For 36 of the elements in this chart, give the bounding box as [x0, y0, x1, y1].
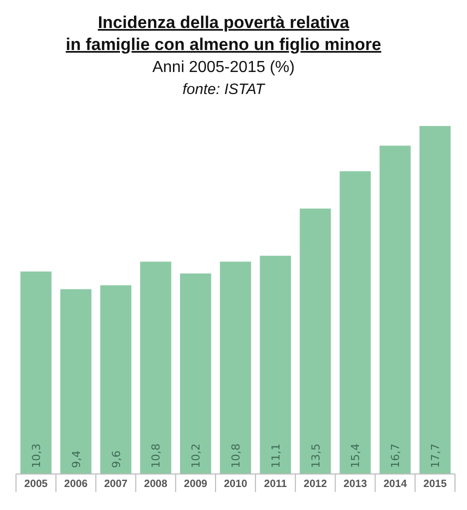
data-label: 10,2: [190, 444, 203, 468]
data-label: 10,8: [150, 444, 163, 468]
x-tick-label: 2009: [184, 478, 208, 490]
data-label: 17,7: [429, 444, 442, 468]
x-tick-label: 2015: [423, 478, 447, 490]
x-tick-label: 2010: [224, 478, 248, 490]
x-tick-label: 2007: [104, 478, 128, 490]
bar: [300, 208, 331, 474]
bar: [20, 271, 52, 474]
data-label: 13,5: [309, 444, 322, 468]
x-tick-label: 2005: [24, 478, 48, 490]
source-note: fonte: ISTAT: [182, 81, 266, 98]
bar: [380, 146, 411, 474]
data-label: 10,3: [30, 444, 43, 468]
bar: [140, 262, 172, 474]
bar: [260, 256, 291, 474]
data-label: 15,4: [349, 444, 362, 468]
x-tick-label: 2011: [264, 478, 287, 490]
bar: [419, 126, 451, 474]
x-tick-label: 2013: [344, 478, 368, 490]
x-tick-label: 2012: [304, 478, 328, 490]
bar: [180, 273, 212, 474]
data-label: 10,8: [230, 444, 242, 468]
x-tick-label: 2006: [64, 478, 88, 490]
data-label: 16,7: [389, 444, 402, 468]
chart-title: Incidenza della povertà relativa in famiglie con almeno un figlio minore: [66, 13, 382, 54]
bar: [100, 285, 132, 474]
chart-subtitle: Anni 2005-2015 (%): [152, 59, 295, 76]
bar: [220, 262, 252, 474]
data-label: 9,6: [110, 450, 123, 468]
x-tick-label: 2008: [144, 478, 168, 490]
data-label: 11,1: [269, 444, 282, 468]
data-label: 9,4: [70, 450, 83, 468]
bar: [340, 171, 371, 474]
bar: [60, 289, 92, 474]
x-tick-label: 2014: [383, 478, 407, 490]
